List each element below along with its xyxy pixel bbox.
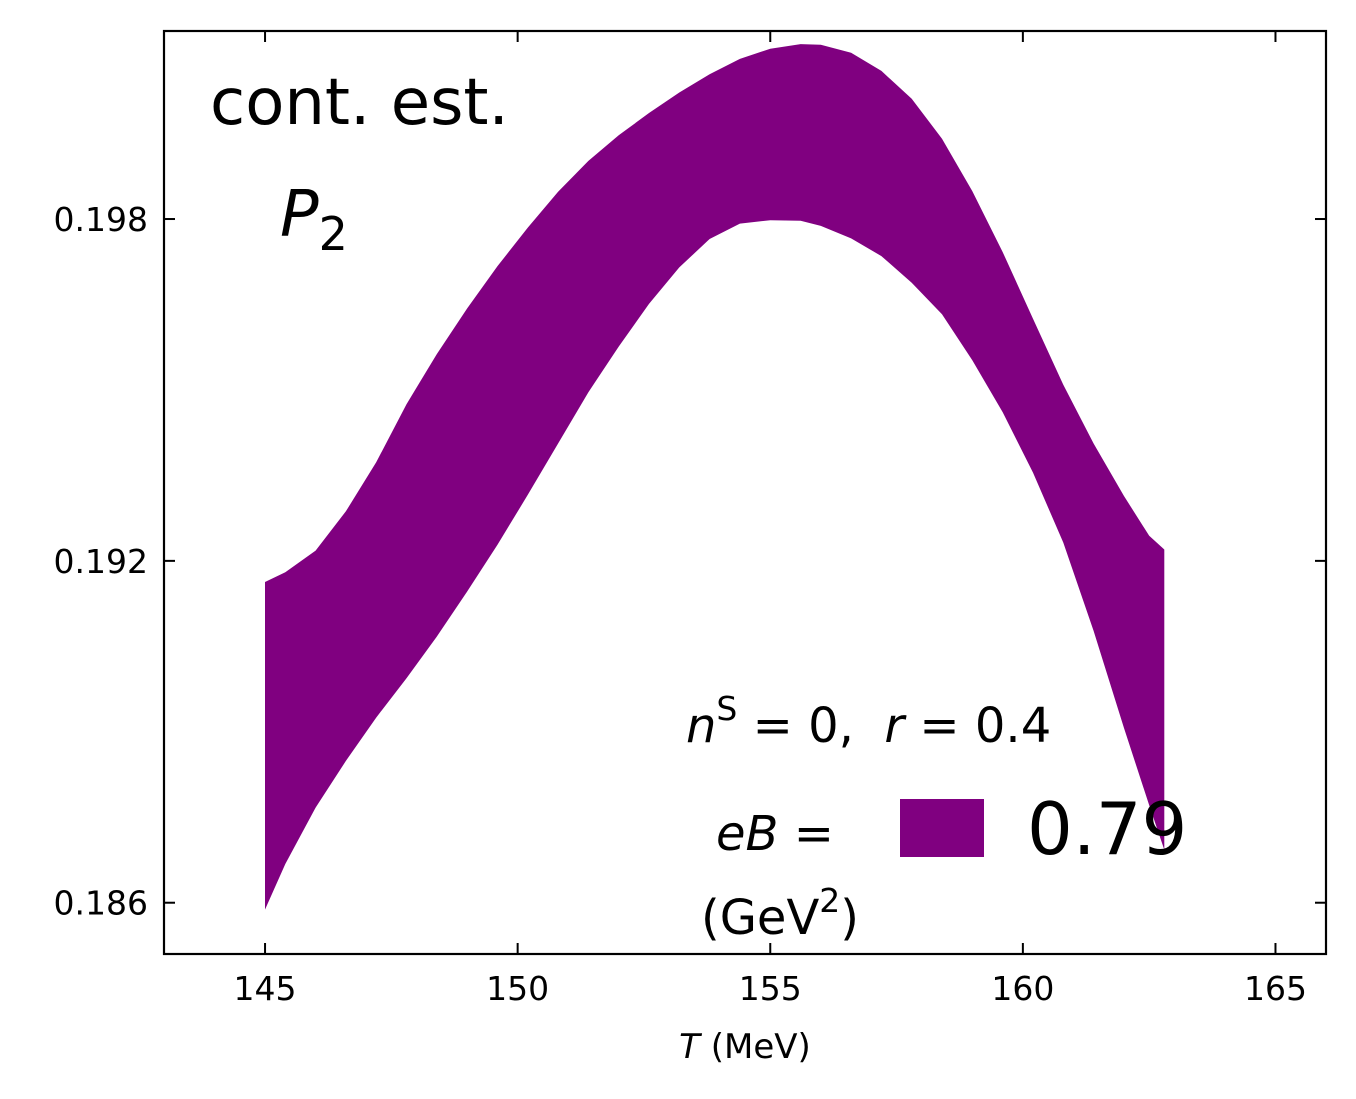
params-r-rest: = 0.4 [904,698,1051,754]
params-n-rest: = 0, [737,698,884,754]
y-tick-label: 0.186 [54,884,148,923]
legend-unit-open: (GeV [701,890,819,946]
legend-entry-label: 0.79 [1027,787,1187,871]
params-n: n [686,698,716,754]
legend-swatch [900,799,984,857]
params-n-sup: S [716,689,737,728]
x-tick-label: 155 [739,969,802,1008]
legend-title-var: eB [716,806,778,862]
params-r: r [884,698,907,754]
annotation-cont-est: cont. est. [210,66,509,140]
x-axis-label: T (MeV) [679,1027,811,1067]
legend-unit-sup: 2 [819,881,840,920]
x-axis-ticks: 145 150 155 160 165 [234,31,1307,1008]
panel-label-sub: 2 [319,207,348,261]
plot-frame [162,29,1328,956]
y-tick-label: 0.198 [54,200,148,239]
x-tick-label: 145 [234,969,297,1008]
legend-title: eB = [716,806,834,862]
params-annotation: nS = 0, r = 0.4 [686,689,1051,754]
panel-label: P2 [280,178,348,261]
panel-label-main: P [280,178,319,252]
legend-unit: (GeV2) [701,881,859,946]
x-axis-label-unit: (MeV) [711,1027,811,1067]
legend-unit-close: ) [840,890,859,946]
x-axis-label-var: T [679,1027,702,1067]
series-band-0.79 [265,44,1165,910]
x-tick-label: 165 [1244,969,1307,1008]
x-tick-label: 150 [486,969,549,1008]
x-tick-label: 160 [991,969,1054,1008]
y-axis-ticks: 0.186 0.192 0.198 [54,200,1326,923]
legend-title-eq: = [778,806,833,862]
legend: eB = (GeV2) 0.79 [701,787,1187,946]
y-tick-label: 0.192 [54,542,148,581]
